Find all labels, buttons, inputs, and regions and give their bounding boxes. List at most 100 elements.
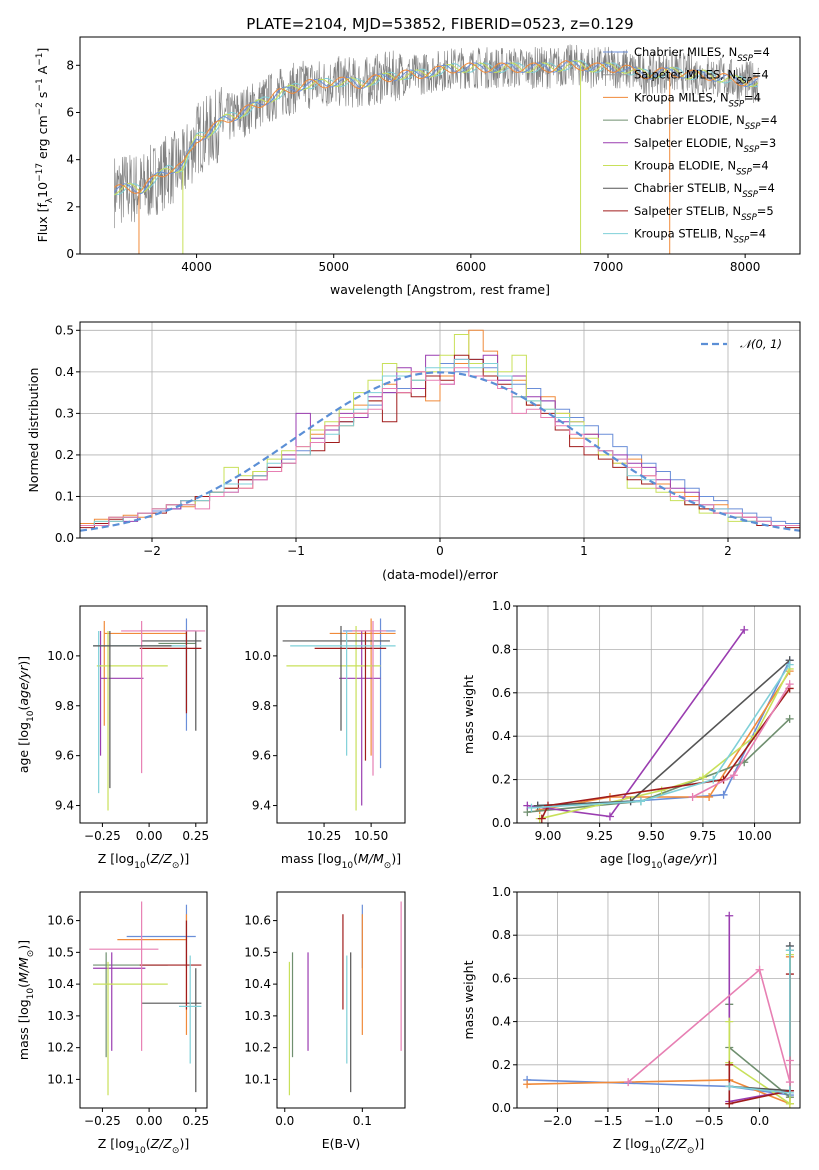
y-axis-label: mass weight: [461, 675, 476, 754]
data-point: [785, 1088, 794, 1097]
label-part: 10: [342, 861, 354, 871]
legend-entry: Salpeter MILES, NSSP=4: [634, 68, 769, 87]
label-part: −2: [35, 102, 45, 115]
label-part: 10: [651, 861, 663, 871]
y-tick-label: 0.0: [492, 1101, 511, 1115]
legend-tail: =4: [744, 90, 761, 104]
x-tick-label: −1.5: [593, 1114, 622, 1128]
legend-tail: =5: [757, 204, 774, 218]
y-tick-label: 10.3: [244, 1009, 271, 1023]
data-point: [657, 786, 666, 795]
y-tick-label: 9.4: [252, 799, 271, 813]
mass-weight-series: [537, 659, 791, 807]
y-tick-label: 0.8: [492, 928, 511, 942]
label-part: s: [35, 92, 50, 103]
y-axis-label: mass [log10(M/M⊙)]: [16, 940, 36, 1060]
mass-vs-Z-axes: −0.25 0.00 0.25 10.1 10.2 10.3 10.4 10.5 10.6 Z […: [16, 891, 209, 1156]
label-part: mass [log: [16, 999, 31, 1060]
legend-entry: Chabrier STELIB, NSSP=4: [634, 181, 775, 200]
mass-vs-EBV-axes: 0.0 0.1 10.1 10.2 10.3 10.4 10.5 10.6 E(B-V): [244, 891, 406, 1151]
data-point: [698, 773, 707, 782]
data-point: [785, 1078, 794, 1087]
y-tick-label: 10.1: [47, 1072, 74, 1086]
x-axis-label: E(B-V): [322, 1136, 361, 1151]
y-axis-label: mass weight: [461, 960, 476, 1039]
y-tick-label: 9.8: [55, 699, 74, 713]
label-part: Flux [f: [35, 203, 50, 243]
label-part: )]: [179, 1136, 189, 1151]
label-part: (: [661, 1136, 666, 1151]
x-tick-label: 7000: [593, 260, 624, 274]
residuals-axes: −2 −1 0 1 2 0.0 0.1 0.2 0.3 0.4 0.5 𝒩(0, 1) (data-mo…: [26, 321, 801, 582]
label-part: 10: [134, 861, 146, 871]
legend-subscript: SSP: [737, 54, 753, 64]
label-part: )]: [707, 851, 717, 866]
y-tick-label: 10.1: [244, 1072, 271, 1086]
x-tick-label: 0: [436, 544, 444, 558]
label-part: (: [146, 851, 151, 866]
x-tick-label: −1.0: [644, 1114, 673, 1128]
x-tick-label: 10.50: [354, 829, 388, 843]
legend-name: Kroupa MILES, N: [634, 90, 729, 104]
age-vs-mass-axes: 10.25 10.50 9.4 9.6 9.8 10.0 mass [log10(M/M⊙)…: [244, 605, 406, 871]
legend-entry: Kroupa STELIB, NSSP=4: [634, 227, 766, 246]
legend-tail: =3: [759, 136, 776, 150]
label-part: 10: [26, 988, 36, 1000]
label-part: Z [log: [98, 1136, 134, 1151]
x-tick-label: −0.25: [84, 829, 121, 843]
data-point: [624, 1078, 633, 1087]
x-tick-label: 1: [580, 544, 588, 558]
y-tick-label: 0.4: [492, 1015, 511, 1029]
legend-tail: =4: [752, 68, 769, 82]
y-tick-label: 10.4: [47, 977, 74, 991]
x-tick-label: 2: [724, 544, 732, 558]
label-part: (: [662, 851, 667, 866]
label-part: age [log: [600, 851, 651, 866]
y-tick-label: 6: [66, 105, 74, 119]
data-point: [523, 801, 532, 810]
legend-subscript: SSP: [741, 213, 757, 223]
y-tick-label: 1.0: [492, 885, 511, 899]
mass-vs-Z-plot-area: [89, 901, 202, 1096]
y-tick-label: 4: [66, 153, 74, 167]
label-part: ⊙: [687, 1146, 695, 1156]
y-tick-label: 0.4: [55, 365, 74, 379]
data-point: [705, 792, 714, 801]
data-point: [785, 714, 794, 723]
mass-weight-series: [541, 688, 791, 820]
y-axis-label: age [log10(age/yr)]: [16, 656, 36, 773]
label-part: 10: [35, 182, 50, 198]
data-point: [688, 792, 697, 801]
age-vs-Z-axes: −0.25 0.00 0.259.49.69.810.0Z [log10(Z/Z⊙)…: [16, 605, 209, 871]
x-tick-label: 6000: [456, 260, 487, 274]
label-part: M/M: [16, 957, 31, 983]
label-part: ]: [35, 48, 50, 53]
x-tick-label: 9.25: [586, 829, 613, 843]
figure-title: PLATE=2104, MJD=53852, FIBERID=0523, z=0…: [246, 15, 633, 33]
y-tick-label: 0.3: [55, 406, 74, 420]
y-tick-label: 10.6: [47, 914, 74, 928]
data-point: [785, 680, 794, 689]
label-part: erg cm: [35, 115, 50, 163]
massweight-vs-age-plot-area: [523, 625, 794, 823]
x-axis-label: Z [log10(Z/Z⊙)]: [613, 1136, 704, 1156]
label-part: (: [16, 706, 31, 711]
mass-weight-series: [537, 659, 791, 807]
legend-subscript: SSP: [742, 190, 758, 200]
data-point: [725, 1082, 734, 1091]
age-vs-mass-plot-area: [282, 618, 396, 811]
data-point: [785, 660, 794, 669]
label-part: M/M: [358, 851, 384, 866]
label-part: 10: [649, 1146, 661, 1156]
label-part: −17: [35, 163, 45, 182]
x-axis-label: Z [log10(Z/Z⊙)]: [98, 1136, 189, 1156]
label-part: E(B-V): [322, 1136, 361, 1151]
x-tick-label: 0.25: [182, 1114, 209, 1128]
x-tick-label: 10.00: [737, 829, 771, 843]
y-tick-label: 0.2: [492, 1058, 511, 1072]
data-point: [725, 1060, 734, 1069]
x-tick-label: −2.0: [543, 1114, 572, 1128]
x-axis-label: Z [log10(Z/Z⊙)]: [98, 851, 189, 871]
label-part: Z [log: [98, 851, 134, 866]
y-axis-label: Flux [fλ10−17 erg cm−2 s−1 A−1]: [35, 48, 55, 243]
